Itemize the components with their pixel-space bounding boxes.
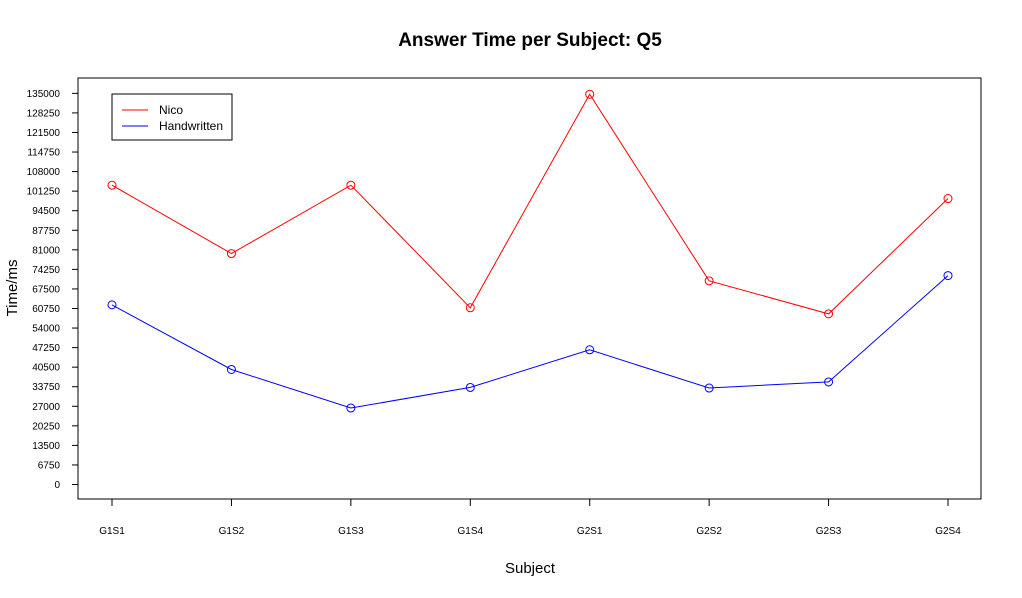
data-point [346,403,356,413]
series-nico [107,89,953,319]
data-point [824,377,834,387]
y-tick-label: 81000 [32,245,60,256]
series-line [111,93,949,315]
x-axis-label: Subject [505,560,556,577]
x-tick-label: G1S1 [99,526,125,537]
data-point [346,180,356,190]
y-tick-label: 101250 [27,187,61,198]
legend: Nico Handwritten [111,93,233,141]
y-tick-label: 6750 [38,460,61,471]
y-tick-label: 108000 [27,167,61,178]
y-tick-label: 60750 [32,304,60,315]
plot-area [77,77,982,500]
y-tick-label: 47250 [32,343,60,354]
x-axis: G1S1 G1S2 G1S3 G1S4 G2S1 G2S2 G2S3 G2S4 [99,498,961,537]
data-point [943,194,953,204]
y-tick-label: 33750 [32,382,60,393]
data-point [585,89,595,99]
legend-label: Nico [159,103,183,117]
chart-title: Answer Time per Subject: Q5 [398,30,662,51]
series-line [111,275,949,409]
x-tick-label: G2S4 [935,526,961,537]
data-point [465,303,475,313]
data-point [704,383,714,393]
y-axis-label: Time/ms [4,260,21,317]
y-tick-label: 114750 [27,148,60,159]
data-point [226,249,236,259]
x-tick-label: G1S2 [219,526,245,537]
y-tick-label: 121500 [27,128,61,139]
x-tick-label: G2S1 [577,526,603,537]
x-tick-label: G1S3 [338,526,364,537]
y-tick-label: 40500 [32,363,60,374]
data-point [465,382,475,392]
data-point [585,345,595,355]
y-tick-label: 87750 [32,226,60,237]
y-tick-label: 13500 [32,441,60,452]
y-tick-label: 74250 [32,265,60,276]
data-point [704,276,714,286]
y-tick-label: 128250 [27,108,61,119]
legend-box [111,93,233,141]
x-tick-label: G1S4 [457,526,483,537]
series-layer [107,89,953,413]
data-point [943,271,953,281]
legend-label: Handwritten [159,119,223,133]
data-point [824,309,834,319]
data-point [107,180,117,190]
x-tick-label: G2S3 [816,526,842,537]
y-tick-label: 20250 [32,421,60,432]
y-axis: 0 6750 13500 20250 27000 33750 40500 47250 54000… [27,89,79,491]
y-tick-label: 0 [54,480,60,491]
y-tick-label: 135000 [27,89,61,100]
y-tick-label: 54000 [32,324,60,335]
data-point [107,300,117,310]
y-tick-label: 67500 [32,284,60,295]
x-tick-label: G2S2 [696,526,722,537]
series-handwritten [107,271,953,413]
y-tick-label: 27000 [32,402,60,413]
y-tick-label: 94500 [32,206,60,217]
data-point [226,364,236,374]
